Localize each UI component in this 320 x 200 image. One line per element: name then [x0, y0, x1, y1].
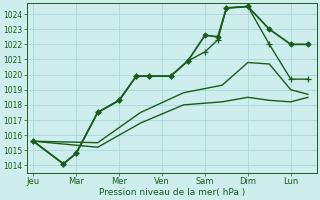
X-axis label: Pression niveau de la mer( hPa ): Pression niveau de la mer( hPa )	[99, 188, 245, 197]
